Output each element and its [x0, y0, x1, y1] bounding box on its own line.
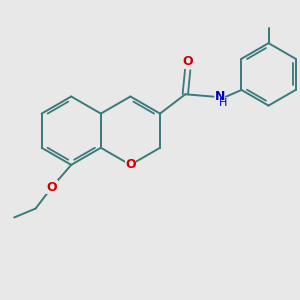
Text: H: H: [219, 98, 227, 108]
Text: O: O: [125, 158, 136, 171]
Text: O: O: [46, 181, 57, 194]
Text: N: N: [215, 90, 225, 103]
Text: O: O: [182, 55, 193, 68]
